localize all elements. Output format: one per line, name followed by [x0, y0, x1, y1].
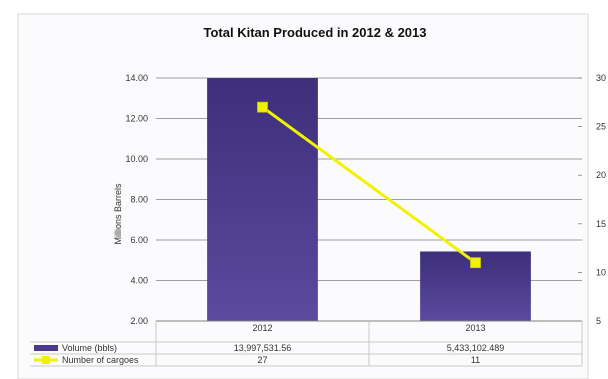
y-tick-label: 8.00 — [130, 195, 148, 205]
chart-title: Total Kitan Produced in 2012 & 2013 — [204, 25, 427, 40]
bars — [207, 78, 531, 322]
x-tick-label: 2013 — [465, 323, 485, 333]
table-value: 13,997,531.56 — [234, 343, 292, 353]
legend-series-name: Volume (bbls) — [62, 343, 117, 353]
y-axis-ticks: 14.00 12.00 10.00 8.00 6.00 4.00 2.00 — [125, 73, 148, 326]
series-line — [261, 105, 477, 264]
legend-bar-key — [34, 345, 58, 351]
y2-tick-label: 20 — [596, 170, 606, 180]
y2-tick-label: 15 — [596, 219, 606, 229]
y-tick-label: 10.00 — [125, 154, 148, 164]
x-tick-label: 2012 — [252, 323, 272, 333]
y-tick-label: 14.00 — [125, 73, 148, 83]
legend-series-name: Number of cargoes — [62, 355, 139, 365]
table-value: 11 — [471, 355, 480, 365]
y-tick-label: 12.00 — [125, 114, 148, 124]
series-point — [257, 101, 268, 113]
data-table: Volume (bbls) 13,997,531.56 5,433,102.489 N… — [30, 321, 583, 367]
line-series — [257, 101, 481, 269]
y2-tick-label: 25 — [596, 122, 606, 132]
y2-tick-label: 30 — [596, 73, 606, 83]
y-axis-title: Millions Barrels — [113, 183, 123, 245]
y2-tick-label: 10 — [596, 267, 606, 277]
y-tick-label: 2.00 — [130, 316, 148, 326]
y-tick-label: 6.00 — [130, 235, 148, 245]
table-value: 5,433,102.489 — [447, 343, 505, 353]
bar — [207, 78, 318, 322]
y2-tick-label: 5 — [596, 316, 601, 326]
series-point — [470, 257, 481, 269]
legend-line-marker — [42, 356, 50, 364]
table-value: 27 — [257, 355, 267, 365]
y-tick-label: 4.00 — [130, 276, 148, 286]
